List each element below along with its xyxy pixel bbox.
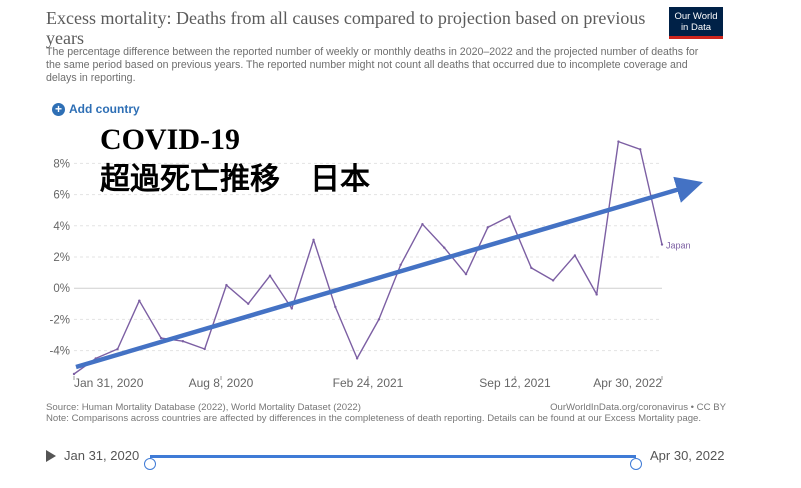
x-tick-label: Aug 8, 2020 [189,376,254,390]
source-note: Source: Human Mortality Database (2022),… [46,402,361,413]
data-point [617,140,620,143]
data-point [72,372,76,376]
y-tick-label: 6% [53,190,70,202]
plus-circle-icon: + [52,102,65,116]
timeline-start-label: Jan 31, 2020 [64,448,140,463]
data-point [247,302,250,305]
logo-line-2: in Data [680,22,712,33]
data-point [530,266,533,270]
overlay-line-1: COVID-19 [100,123,240,156]
y-tick-label: 4% [53,221,70,233]
y-tick-label: 0% [53,283,70,295]
chart-footer: Source: Human Mortality Database (2022),… [46,402,726,424]
timeline-slider[interactable]: Jan 31, 2020 Apr 30, 2022 [46,446,736,470]
timeline-start-handle[interactable] [144,458,156,470]
overlay-line-2: 超過死亡推移 日本 [100,163,370,196]
timeline-track[interactable] [144,455,642,470]
data-point [595,293,598,296]
data-point [399,263,402,266]
y-tick-label: 2% [53,252,70,264]
data-point [334,305,337,309]
timeline-end-handle[interactable] [630,458,642,470]
data-point [312,238,315,242]
chart-subtitle: The percentage difference between the re… [46,46,699,84]
y-tick-label: -2% [50,314,70,326]
x-tick-label: Sep 12, 2021 [479,376,551,390]
comparison-note: Note: Comparisons across countries are a… [46,413,702,424]
overlay-caption: COVID-19 超過死亡推移 日本 [100,120,370,200]
add-country-label: Add country [69,102,140,116]
data-point [181,340,185,343]
data-point [377,318,381,321]
timeline-end-label: Apr 30, 2022 [650,448,725,463]
data-point [203,347,206,351]
data-point [355,357,359,360]
y-tick-label: -4% [50,346,70,358]
data-point [443,246,446,249]
x-tick-label: Feb 24, 2021 [333,376,404,390]
data-point [116,347,119,351]
data-point [464,272,468,276]
x-tick-label: Jan 31, 2020 [74,376,144,390]
logo-line-1: Our World [674,11,718,22]
data-point [138,299,141,302]
add-country-button[interactable]: + Add country [52,102,140,116]
credit-link[interactable]: OurWorldInData.org/coronavirus • CC BY [550,402,726,413]
data-point [290,307,293,310]
owid-logo[interactable]: Our World in Data [669,7,723,39]
data-point [639,148,642,151]
x-tick-label: Apr 30, 2022 [593,376,662,390]
data-point [551,279,555,282]
data-point [225,283,228,287]
data-point [268,274,272,277]
data-point [573,254,577,257]
series-label-japan: Japan [666,241,691,251]
y-tick-label: 8% [53,158,70,170]
trend-arrow [75,176,703,370]
data-point [159,336,163,340]
play-icon[interactable] [46,450,56,462]
data-point [660,243,664,246]
chart-title: Excess mortality: Deaths from all causes… [46,8,646,48]
data-point [486,226,489,229]
data-point [421,223,424,226]
data-point [508,215,511,218]
